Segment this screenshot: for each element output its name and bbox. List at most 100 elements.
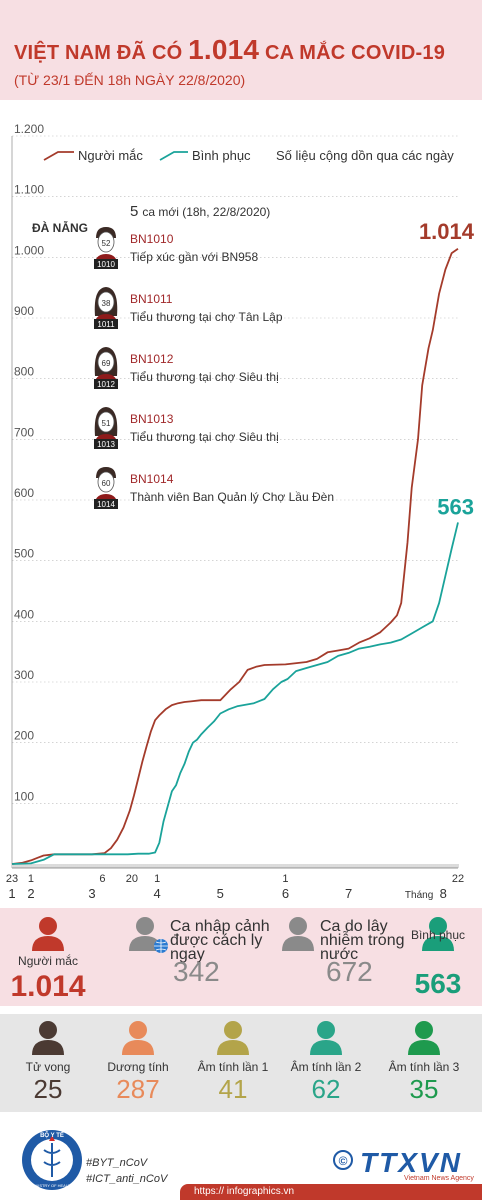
legend-label-recovered: Bình phục xyxy=(192,148,251,163)
patient-id: BN1011 xyxy=(130,292,173,306)
badge-number: 1012 xyxy=(97,380,115,389)
globe-lines xyxy=(154,939,168,953)
icon-body xyxy=(422,936,454,951)
icon-body xyxy=(282,936,314,951)
id-badge xyxy=(94,379,118,389)
icon-body xyxy=(310,1040,342,1055)
age-label: 60 xyxy=(102,479,111,488)
icon-head xyxy=(317,1021,335,1039)
stat-value: 287 xyxy=(116,1074,160,1104)
face xyxy=(97,351,115,373)
stat-value: 25 xyxy=(33,1074,63,1104)
y-tick-label: 1.200 xyxy=(14,122,44,136)
icon-body xyxy=(32,936,64,951)
patient-bn1010: 52 1010 BN1010 Tiếp xúc gần với BN958 xyxy=(94,227,258,269)
age-label: 38 xyxy=(102,299,111,308)
stat-label: Tử vong xyxy=(25,1060,71,1074)
stat-label: Bình phục xyxy=(410,928,466,942)
stat-label: Người mắc xyxy=(18,954,78,968)
person-icon xyxy=(129,917,161,951)
stat-label: Ca do lây nhiễm trong nước xyxy=(320,918,405,963)
patient-id: BN1013 xyxy=(130,412,174,426)
icon-head xyxy=(429,917,447,935)
icon-head xyxy=(129,1021,147,1039)
id-badge xyxy=(94,439,118,449)
stat-value: 563 xyxy=(414,968,462,999)
icon-body xyxy=(32,1040,64,1055)
x-axis-title: Tháng xyxy=(405,890,433,901)
icon-head xyxy=(136,917,154,935)
icon-head xyxy=(39,1021,57,1039)
caduceus-icon xyxy=(43,1143,61,1177)
age-label: 51 xyxy=(102,419,111,428)
person-icon xyxy=(408,1021,440,1055)
x-month-tick: 1 xyxy=(8,886,15,901)
agency-logo: TTXVN xyxy=(360,1147,461,1178)
patient-description: Thành viên Ban Quản lý Chợ Lầu Đèn xyxy=(130,490,334,504)
patient-description: Tiểu thương tại chợ Tân Lập xyxy=(130,310,283,324)
x-day-tick: 1 xyxy=(282,873,288,885)
ministry-logo-inner xyxy=(31,1139,73,1181)
icon-head xyxy=(39,917,57,935)
series-line-cases xyxy=(11,248,459,865)
person-icon xyxy=(422,917,454,951)
y-tick-label: 700 xyxy=(14,425,34,439)
icon-body xyxy=(408,1040,440,1055)
copyright-symbol: © xyxy=(339,1154,348,1168)
x-month-tick: 6 xyxy=(282,886,289,901)
hashtag-2: #ICT_anti_nCoV xyxy=(86,1173,169,1185)
x-day-tick: 1 xyxy=(28,873,34,885)
y-tick-label: 600 xyxy=(14,486,34,500)
title-number: 1.014 xyxy=(188,34,260,65)
face xyxy=(97,411,115,433)
id-badge xyxy=(94,499,118,509)
new-cases-caption: 5 ca mới (18h, 22/8/2020) xyxy=(130,203,270,220)
x-month-tick: 7 xyxy=(345,886,352,901)
patient-id: BN1010 xyxy=(130,232,174,246)
new-cases-text: ca mới (18h, 22/8/2020) xyxy=(142,205,270,219)
x-day-tick: 23 xyxy=(6,873,18,885)
person-icon xyxy=(32,917,64,951)
person-icon xyxy=(282,917,314,951)
new-cases-number: 5 xyxy=(130,203,138,220)
face xyxy=(97,291,115,313)
page-title: VIỆT NAM ĐÃ CÓ 1.014 CA MẮC COVID-19 xyxy=(14,34,446,65)
x-day-tick: 6 xyxy=(99,873,105,885)
badge-number: 1011 xyxy=(97,320,115,329)
stat-label: Ca nhập cảnh được cách ly ngay xyxy=(170,918,270,963)
stat-label: Âm tính lần 2 xyxy=(290,1060,362,1074)
url-bar[interactable]: https:// infographics.vn xyxy=(180,1184,482,1200)
badge-number: 1014 xyxy=(97,500,115,509)
patient-bn1014: 60 1014 BN1014 Thành viên Ban Quản lý Chợ L… xyxy=(94,467,334,509)
stat-value: 41 xyxy=(218,1074,248,1104)
patient-bn1013: 51 1013 BN1013 Tiểu thương tại chợ Siêu thị xyxy=(94,407,279,449)
y-tick-label: 400 xyxy=(14,607,34,621)
ministry-star-icon xyxy=(49,1136,55,1141)
legend-note: Số liệu cộng dồn qua các ngày xyxy=(276,148,454,163)
x-day-tick: 20 xyxy=(126,873,138,885)
stat-value: 672 xyxy=(326,956,373,987)
patient-id: BN1014 xyxy=(130,472,174,486)
x-month-tick: 5 xyxy=(217,886,224,901)
icon-head xyxy=(415,1021,433,1039)
patient-description: Tiểu thương tại chợ Siêu thị xyxy=(130,430,279,444)
icon-body xyxy=(217,1040,249,1055)
patient-bn1012: 69 1012 BN1012 Tiểu thương tại chợ Siêu thị xyxy=(94,347,279,389)
x-day-tick: 1 xyxy=(154,873,160,885)
badge-number: 1010 xyxy=(97,260,115,269)
stat-label: Âm tính lần 1 xyxy=(197,1060,269,1074)
age-label: 69 xyxy=(102,359,111,368)
x-month-tick: 3 xyxy=(88,886,95,901)
globe-icon xyxy=(154,939,168,953)
x-day-tick: 22 xyxy=(452,873,464,885)
legend-label-cases: Người mắc xyxy=(78,148,143,163)
legend-swatch-recovered xyxy=(159,151,188,161)
y-tick-label: 300 xyxy=(14,668,34,682)
stat-value: 35 xyxy=(409,1074,439,1104)
y-tick-label: 1.000 xyxy=(14,243,44,257)
y-tick-label: 800 xyxy=(14,365,34,379)
icon-body xyxy=(129,936,161,951)
legend-swatch-cases xyxy=(43,151,74,161)
person-icon xyxy=(310,1021,342,1055)
x-month-tick: 8 xyxy=(440,886,447,901)
